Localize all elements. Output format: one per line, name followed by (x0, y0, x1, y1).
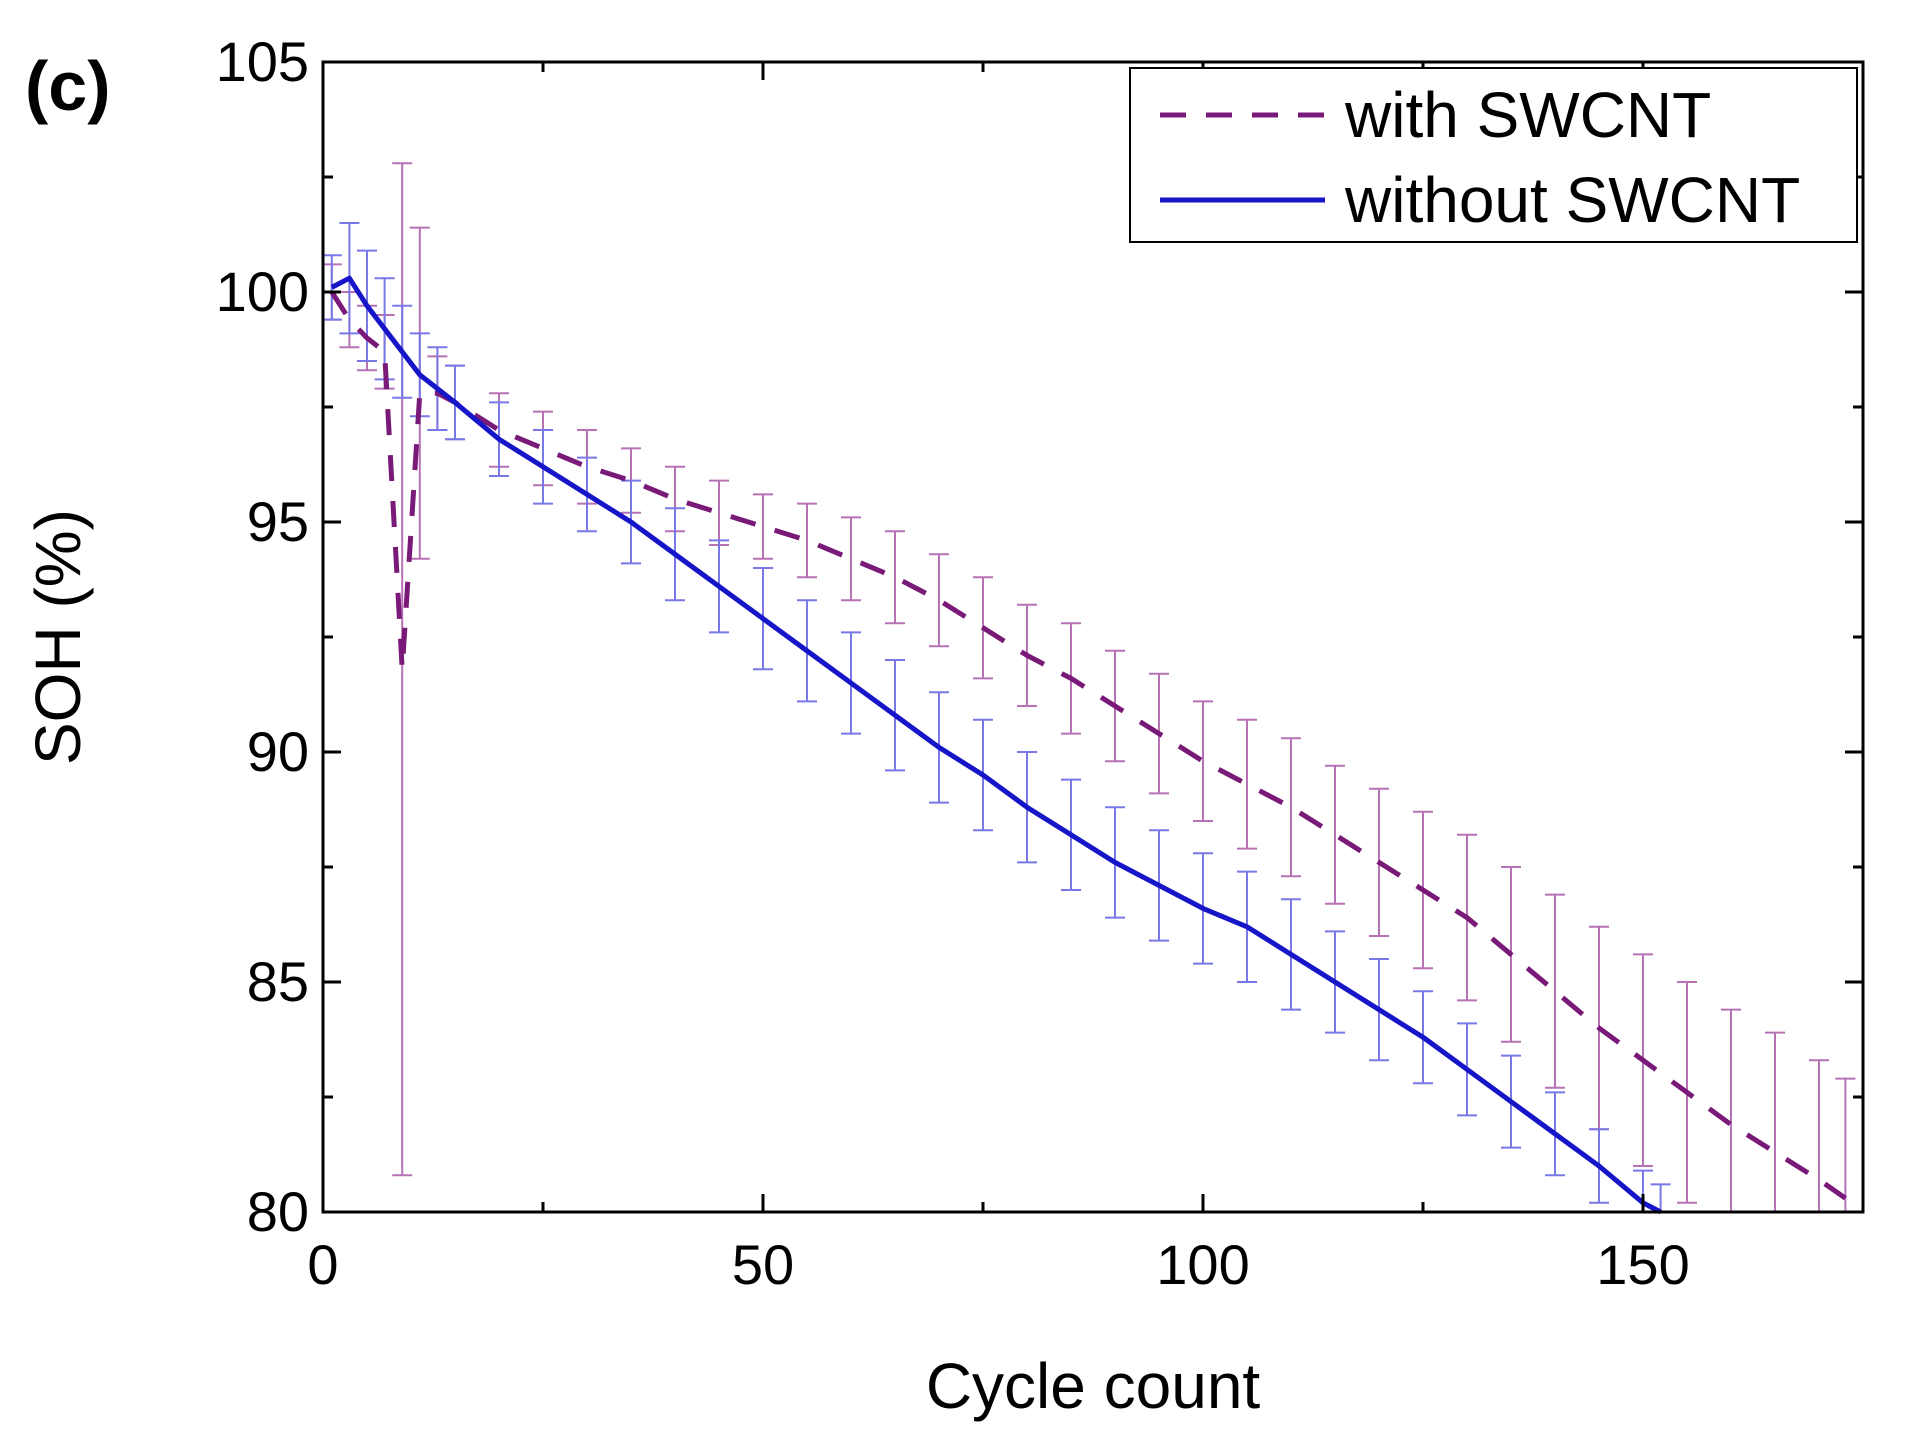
y-tick-label: 85 (247, 950, 309, 1013)
y-tick-label: 90 (247, 720, 309, 783)
x-tick-label: 150 (1596, 1233, 1689, 1296)
error-bar (1765, 1031, 1785, 1212)
panel-label: (c) (25, 47, 111, 125)
error-bar (885, 530, 905, 625)
x-tick-label: 100 (1156, 1233, 1249, 1296)
error-bar (1545, 893, 1565, 1089)
y-tick-label: 95 (247, 490, 309, 553)
error-bar (1721, 1008, 1741, 1212)
error-bars (321, 162, 1856, 1212)
legend-label-with-swcnt: with SWCNT (1344, 79, 1711, 151)
error-bar (1281, 737, 1301, 878)
error-bar (797, 502, 817, 579)
x-tick-label: 0 (307, 1233, 338, 1296)
y-tick-label: 100 (216, 260, 309, 323)
series-lines (329, 275, 1847, 1215)
legend-box (1129, 67, 1858, 243)
error-bar (1193, 700, 1213, 822)
x-tick-label: 50 (732, 1233, 794, 1296)
error-bar (709, 479, 729, 546)
error-bar (1809, 1059, 1829, 1212)
y-tick-label: 80 (247, 1180, 309, 1243)
error-bar (841, 516, 861, 602)
legend: with SWCNT without SWCNT (1129, 67, 1858, 243)
error-bar (1325, 764, 1345, 905)
x-axis-title: Cycle count (926, 1350, 1261, 1422)
y-axis-title: SOH (%) (22, 509, 94, 765)
error-bar (1650, 1183, 1671, 1212)
error-bar (1835, 1077, 1856, 1212)
error-bar (929, 553, 949, 648)
series-line-without-swcnt (330, 275, 1662, 1215)
error-bar (753, 493, 773, 560)
error-bar (1237, 718, 1257, 850)
y-tick-label: 105 (216, 30, 309, 93)
axis-ticks: 0 50 100 150 80 85 90 95 100 105 (216, 30, 1865, 1296)
series-line-with-swcnt (329, 290, 1847, 1201)
legend-label-without-swcnt: without SWCNT (1344, 164, 1800, 236)
